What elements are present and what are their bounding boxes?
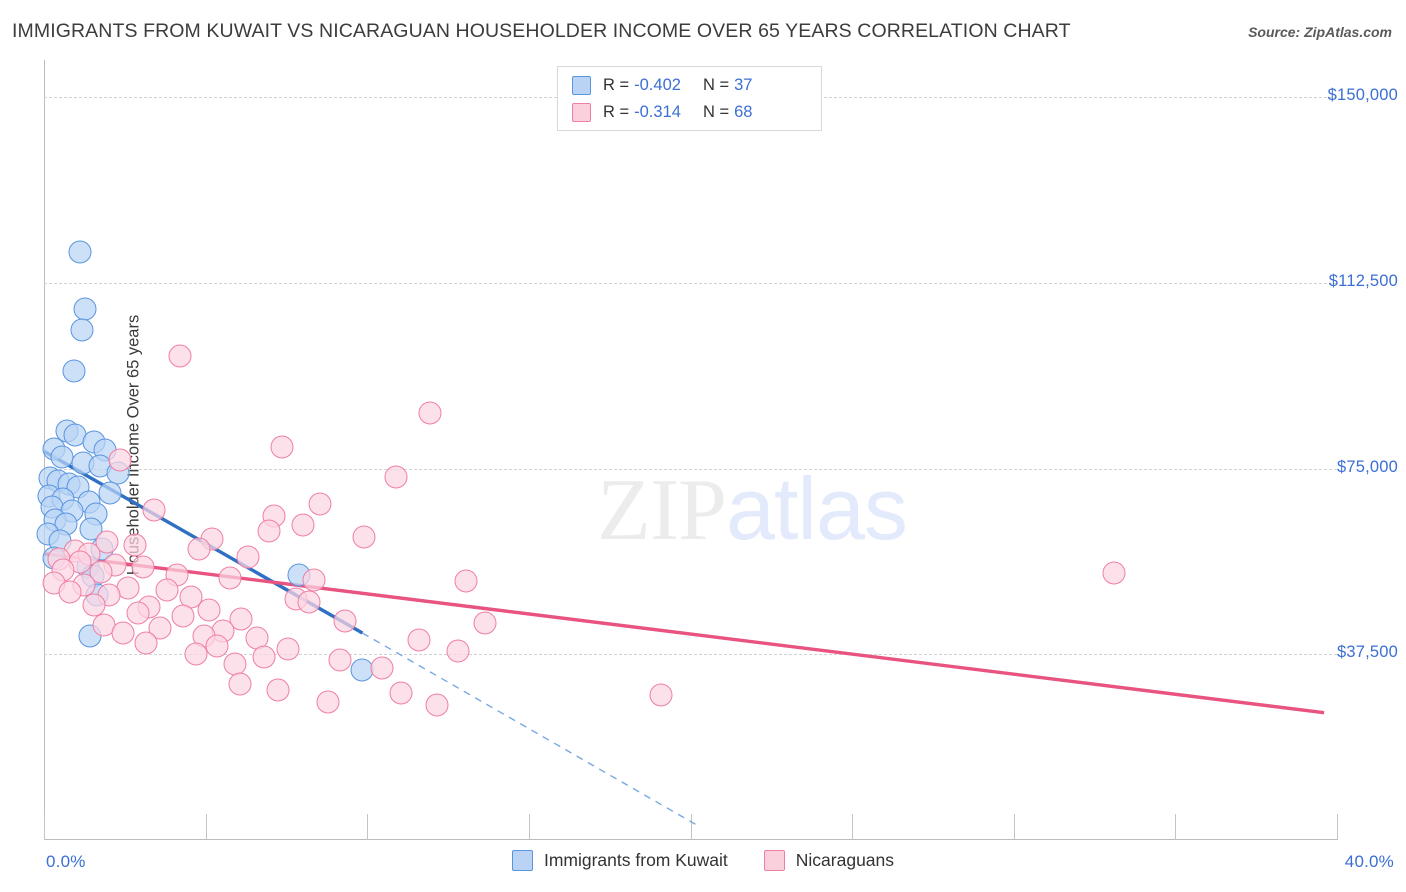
x-axis-tick <box>205 814 207 840</box>
scatter-point[interactable] <box>98 481 122 505</box>
scatter-point[interactable] <box>184 642 208 666</box>
scatter-point[interactable] <box>333 609 357 633</box>
scatter-point[interactable] <box>70 318 94 342</box>
x-axis-tick <box>367 814 369 840</box>
y-axis-tick-label: $37,500 <box>1336 643 1398 662</box>
scatter-point[interactable] <box>108 448 132 472</box>
stats-n-value-kuwait: 37 <box>734 76 753 94</box>
scatter-point[interactable] <box>197 598 221 622</box>
x-axis-tick <box>690 814 692 840</box>
stats-r-value-nicaraguans: -0.314 <box>634 103 681 121</box>
scatter-point[interactable] <box>142 498 166 522</box>
legend-item-kuwait[interactable]: Immigrants from Kuwait <box>511 850 728 871</box>
scatter-point[interactable] <box>168 344 192 368</box>
scatter-point[interactable] <box>229 607 253 631</box>
scatter-point[interactable] <box>308 492 332 516</box>
stats-r-value-kuwait: -0.402 <box>634 76 681 94</box>
scatter-point[interactable] <box>73 297 97 321</box>
x-axis-max-label: 40.0% <box>1344 852 1394 871</box>
stats-swatch-nicaraguans <box>572 103 591 122</box>
y-axis-tick-label: $150,000 <box>1327 86 1398 105</box>
scatter-point[interactable] <box>252 645 276 669</box>
scatter-point[interactable] <box>68 240 92 264</box>
legend-swatch-nicaraguans <box>763 850 785 871</box>
scatter-point[interactable] <box>270 435 294 459</box>
scatter-points-layer <box>36 60 1337 840</box>
scatter-point[interactable] <box>50 445 74 469</box>
plot-area: ZIPatlas <box>36 60 1338 840</box>
scatter-point[interactable] <box>228 672 252 695</box>
scatter-point[interactable] <box>454 569 478 593</box>
stats-n-label-nicaraguans: N = <box>702 103 730 121</box>
scatter-point[interactable] <box>187 537 211 561</box>
scatter-point[interactable] <box>276 637 300 661</box>
x-axis-min-label: 0.0% <box>46 852 86 871</box>
scatter-point[interactable] <box>446 639 470 663</box>
scatter-point[interactable] <box>316 690 340 714</box>
scatter-point[interactable] <box>218 566 242 590</box>
scatter-point[interactable] <box>425 693 449 717</box>
scatter-point[interactable] <box>236 545 260 569</box>
stats-row-kuwait: R = -0.402 N = 37 <box>572 72 809 99</box>
legend-label-kuwait: Immigrants from Kuwait <box>543 850 728 870</box>
scatter-point[interactable] <box>370 656 394 680</box>
scatter-point[interactable] <box>171 604 195 628</box>
gridline <box>44 468 1337 470</box>
x-axis-tick <box>1337 814 1338 840</box>
x-axis-tick <box>852 814 854 840</box>
y-axis-tick-label: $112,500 <box>1328 271 1398 290</box>
scatter-point[interactable] <box>352 525 376 549</box>
x-axis-tick <box>44 814 45 840</box>
scatter-point[interactable] <box>473 611 497 635</box>
scatter-point[interactable] <box>62 359 86 382</box>
scatter-point[interactable] <box>1102 561 1126 585</box>
scatter-point[interactable] <box>111 621 135 645</box>
scatter-point[interactable] <box>134 631 158 655</box>
scatter-point[interactable] <box>126 601 150 625</box>
y-axis-title-container: Householder Income Over 65 years <box>10 280 143 610</box>
stats-n-value-nicaraguans: 68 <box>734 103 753 121</box>
stats-n-label-kuwait: N = <box>702 76 730 94</box>
scatter-point[interactable] <box>95 530 119 554</box>
scatter-point[interactable] <box>389 681 413 705</box>
legend-item-nicaraguans[interactable]: Nicaraguans <box>763 850 895 871</box>
x-axis-tick <box>1175 814 1177 840</box>
scatter-point[interactable] <box>297 590 321 614</box>
source-label: Source: ZipAtlas.com <box>1248 24 1392 40</box>
scatter-point[interactable] <box>58 580 82 604</box>
stats-row-nicaraguans: R = -0.314 N = 68 <box>572 99 809 126</box>
scatter-point[interactable] <box>266 678 290 702</box>
scatter-point[interactable] <box>384 465 408 489</box>
legend-swatch-kuwait <box>511 850 533 871</box>
scatter-point[interactable] <box>291 513 315 537</box>
x-axis-tick <box>528 814 530 840</box>
stats-swatch-kuwait <box>572 76 591 95</box>
scatter-point[interactable] <box>649 683 673 707</box>
scatter-point[interactable] <box>407 628 431 652</box>
scatter-point[interactable] <box>205 634 229 658</box>
x-axis-tick <box>1013 814 1015 840</box>
scatter-point[interactable] <box>155 578 179 602</box>
series-legend: Immigrants from Kuwait Nicaraguans <box>0 850 1406 871</box>
stats-r-label-nicaraguans: R = <box>603 103 630 121</box>
y-axis-tick-label: $75,000 <box>1336 457 1398 476</box>
stats-r-label-kuwait: R = <box>603 76 630 94</box>
page-title: IMMIGRANTS FROM KUWAIT VS NICARAGUAN HOU… <box>12 20 1071 42</box>
scatter-point[interactable] <box>302 568 326 592</box>
scatter-point[interactable] <box>131 555 155 579</box>
scatter-point[interactable] <box>257 519 281 543</box>
scatter-point[interactable] <box>89 560 113 584</box>
scatter-point[interactable] <box>148 616 172 640</box>
scatter-point[interactable] <box>82 593 106 617</box>
legend-label-nicaraguans: Nicaraguans <box>795 850 895 870</box>
scatter-point[interactable] <box>418 401 442 425</box>
correlation-stats-box: R = -0.402 N = 37 R = -0.314 N = 68 <box>557 66 822 131</box>
scatter-point[interactable] <box>123 533 146 557</box>
scatter-point[interactable] <box>328 648 352 672</box>
gridline <box>44 282 1337 284</box>
